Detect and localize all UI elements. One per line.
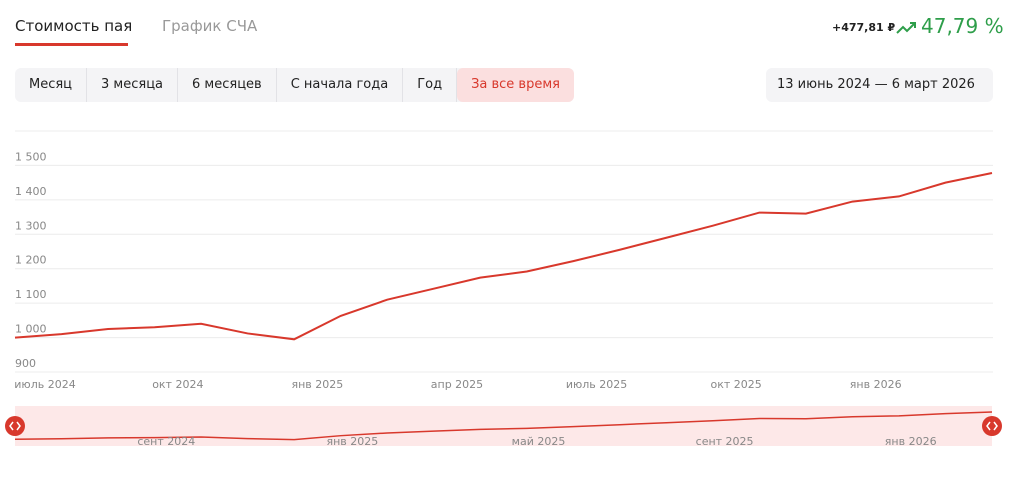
x-tick-label: июль 2024 bbox=[14, 378, 75, 391]
period-button[interactable]: Год bbox=[403, 68, 458, 102]
trend-arrow bbox=[896, 22, 916, 34]
date-range[interactable]: 13 июнь 2024 — 6 март 2026 bbox=[766, 68, 993, 102]
y-tick-label: 900 bbox=[15, 357, 36, 370]
y-tick-label: 1 400 bbox=[15, 185, 47, 198]
period-button[interactable]: 6 месяцев bbox=[178, 68, 277, 102]
y-tick-label: 1 300 bbox=[15, 219, 47, 232]
tab[interactable]: Стоимость пая bbox=[15, 17, 133, 35]
plot: 900 1 000 1 100 1 200 1 300 1 400 1 500 июль 20… bbox=[14, 150, 993, 448]
active-tab-underline bbox=[15, 43, 128, 46]
period-button[interactable]: 3 месяца bbox=[87, 68, 179, 102]
tab[interactable]: График СЧА bbox=[162, 17, 258, 35]
x-tick-label: окт 2025 bbox=[710, 378, 761, 391]
navigator-band bbox=[15, 406, 992, 446]
period-button[interactable]: За все время bbox=[457, 68, 574, 102]
navigator-line bbox=[14, 411, 993, 441]
navigator-tick-label: янв 2025 bbox=[327, 435, 379, 448]
navigator-handle-right[interactable] bbox=[982, 416, 1002, 436]
period-button[interactable]: С начала года bbox=[277, 68, 404, 102]
change-percent: 47,79 % bbox=[921, 14, 1004, 38]
x-tick-label: янв 2025 bbox=[292, 378, 344, 391]
y-tick-label: 1 000 bbox=[15, 323, 47, 336]
x-tick-label: янв 2026 bbox=[850, 378, 902, 391]
navigator-handle-left[interactable] bbox=[5, 416, 25, 436]
navigator-tick-label: май 2025 bbox=[512, 435, 566, 448]
y-tick-label: 1 100 bbox=[15, 288, 47, 301]
navigator-tick-label: сент 2024 bbox=[137, 435, 195, 448]
period-selector: Месяц 3 месяца 6 месяцев С начала года Год За… bbox=[15, 68, 574, 102]
period-button[interactable]: Месяц bbox=[15, 68, 88, 102]
x-tick-label: июль 2025 bbox=[566, 378, 627, 391]
navigator-tick-label: янв 2026 bbox=[885, 435, 937, 448]
x-tick-label: окт 2024 bbox=[152, 378, 203, 391]
x-tick-label: апр 2025 bbox=[431, 378, 483, 391]
change-amount: +477,81 ₽ bbox=[832, 21, 896, 34]
y-tick-label: 1 500 bbox=[15, 150, 47, 163]
y-tick-label: 1 200 bbox=[15, 254, 47, 267]
navigator-tick-label: сент 2025 bbox=[696, 435, 754, 448]
price-line bbox=[14, 172, 993, 341]
